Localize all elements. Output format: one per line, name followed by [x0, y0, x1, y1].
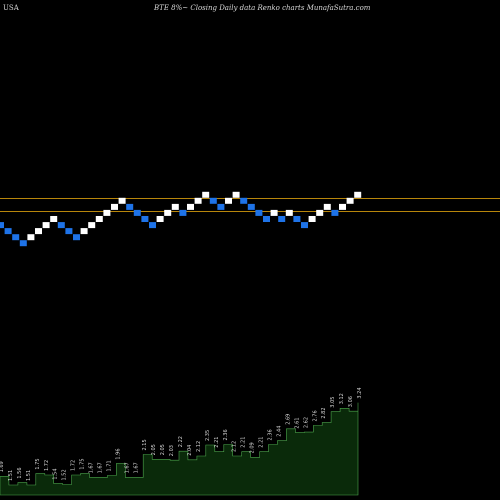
volume-value-label: 2.21: [259, 437, 265, 448]
volume-value-label: 1.67: [124, 462, 130, 473]
volume-value-label: 2.44: [276, 426, 282, 437]
volume-value-label: 1.54: [53, 468, 59, 479]
volume-value-label: 2.15: [142, 439, 148, 450]
renko-brick-up: [156, 216, 164, 222]
volume-value-label: 1.51: [26, 470, 32, 481]
volume-value-label: 3.24: [357, 387, 363, 398]
renko-brick-down: [209, 197, 217, 204]
renko-brick-up: [95, 216, 103, 222]
renko-bricks: [0, 191, 362, 247]
renko-brick-down: [301, 222, 308, 229]
volume-value-label: 3.05: [330, 397, 336, 408]
renko-brick-down: [133, 209, 141, 216]
renko-brick-up: [316, 209, 324, 216]
renko-brick-down: [255, 209, 263, 216]
renko-brick-down: [57, 222, 65, 229]
volume-value-label: 1.69: [0, 461, 5, 472]
renko-brick-up: [80, 228, 88, 235]
renko-brick-down: [19, 240, 27, 247]
renko-brick-up: [164, 209, 172, 216]
renko-brick-up: [285, 209, 293, 216]
volume-value-label: 1.96: [115, 448, 121, 459]
renko-brick-up: [35, 228, 42, 235]
renko-brick-up: [232, 191, 240, 198]
volume-value-label: 2.21: [241, 437, 247, 448]
volume-value-label: 2.05: [160, 444, 166, 455]
volume-value-label: 1.72: [71, 460, 77, 471]
volume-value-label: 2.69: [285, 414, 291, 425]
volume-value-label: 2.76: [312, 410, 318, 421]
volume-value-label: 2.12: [196, 441, 202, 452]
volume-value-label: 2.21: [214, 437, 220, 448]
volume-value-label: 2.03: [169, 445, 175, 456]
renko-brick-up: [308, 216, 316, 222]
renko-brick-up: [194, 197, 202, 204]
volume-value-label: 3.06: [348, 396, 354, 407]
volume-value-label: 2.12: [232, 441, 238, 452]
volume-value-label: 2.36: [223, 429, 229, 440]
volume-value-label: 2.35: [205, 430, 211, 441]
renko-brick-up: [270, 209, 278, 216]
renko-brick-down: [240, 197, 248, 204]
renko-brick-down: [278, 216, 286, 222]
volume-area-path: [0, 402, 359, 496]
renko-brick-down: [331, 209, 339, 216]
renko-brick-up: [187, 203, 194, 210]
volume-value-label: 1.67: [98, 462, 104, 473]
renko-brick-up: [42, 222, 50, 229]
volume-value-label: 2.36: [268, 429, 274, 440]
renko-brick-up: [111, 203, 118, 210]
volume-value-label: 1.56: [17, 467, 23, 478]
renko-brick-down: [293, 216, 301, 222]
renko-brick-down: [4, 228, 12, 235]
chart-title: BTE 8%~ Closing Daily data Renko charts …: [154, 4, 371, 12]
volume-value-label: 2.09: [250, 442, 256, 453]
volume-value-label: 2.05: [151, 444, 157, 455]
volume-value-label: 1.51: [8, 470, 14, 481]
renko-brick-up: [323, 203, 331, 210]
volume-value-label: 1.71: [106, 460, 112, 471]
renko-brick-up: [171, 203, 179, 210]
renko-brick-up: [354, 191, 362, 198]
volume-area: 1.691.51 1.56 1.511.75 1.721.54 1.521.72 1.75…: [0, 387, 363, 496]
renko-brick-down: [0, 222, 4, 229]
renko-brick-down: [179, 209, 187, 216]
renko-brick-down: [247, 203, 255, 210]
volume-value-label: 1.52: [62, 469, 68, 480]
renko-brick-up: [225, 197, 232, 204]
renko-brick-up: [103, 209, 111, 216]
renko-brick-up: [202, 191, 210, 198]
renko-brick-down: [126, 203, 134, 210]
volume-value-label: 2.22: [178, 436, 184, 447]
reference-lines: [0, 198, 500, 212]
renko-brick-up: [118, 197, 126, 204]
renko-brick-up: [88, 222, 96, 229]
renko-brick-down: [141, 216, 149, 222]
market-label: USA: [3, 4, 19, 12]
renko-brick-up: [27, 234, 35, 241]
renko-brick-down: [73, 234, 80, 241]
volume-value-label: 1.75: [80, 458, 86, 469]
volume-value-label: 3.12: [339, 393, 345, 404]
volume-value-label: 1.67: [133, 462, 139, 473]
renko-brick-down: [263, 216, 270, 222]
renko-brick-down: [149, 222, 156, 229]
volume-value-label: 2.61: [294, 417, 300, 428]
volume-value-label: 2.62: [303, 417, 309, 428]
renko-brick-down: [12, 234, 20, 241]
volume-value-label: 1.67: [89, 462, 95, 473]
volume-value-label: 1.72: [44, 460, 50, 471]
volume-value-label: 2.82: [321, 407, 327, 418]
renko-brick-up: [346, 197, 354, 204]
volume-value-label: 1.75: [35, 458, 41, 469]
volume-value-label: 2.04: [187, 445, 193, 456]
renko-brick-up: [50, 216, 58, 222]
renko-brick-down: [65, 228, 73, 235]
renko-brick-down: [217, 203, 225, 210]
renko-brick-up: [339, 203, 346, 210]
